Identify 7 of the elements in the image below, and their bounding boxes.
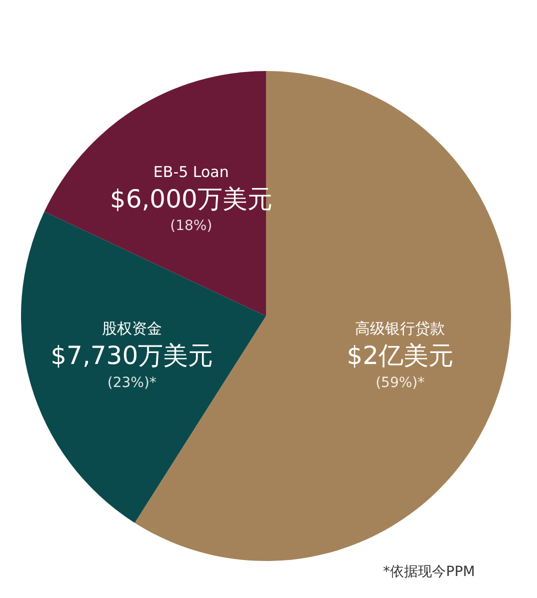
text: *依据现今PPM	[383, 564, 475, 580]
data-label: $7,730万美元 (23%)*	[50, 341, 214, 391]
slice-label: 股权资金	[102, 320, 162, 338]
slice-label: EB-5 Loan	[153, 162, 229, 181]
slice-label: 高级银行贷款	[355, 320, 446, 338]
data-label: $6,000万美元 (18%)	[110, 184, 272, 234]
data-label: $2亿美元 (59%)*	[346, 341, 454, 391]
